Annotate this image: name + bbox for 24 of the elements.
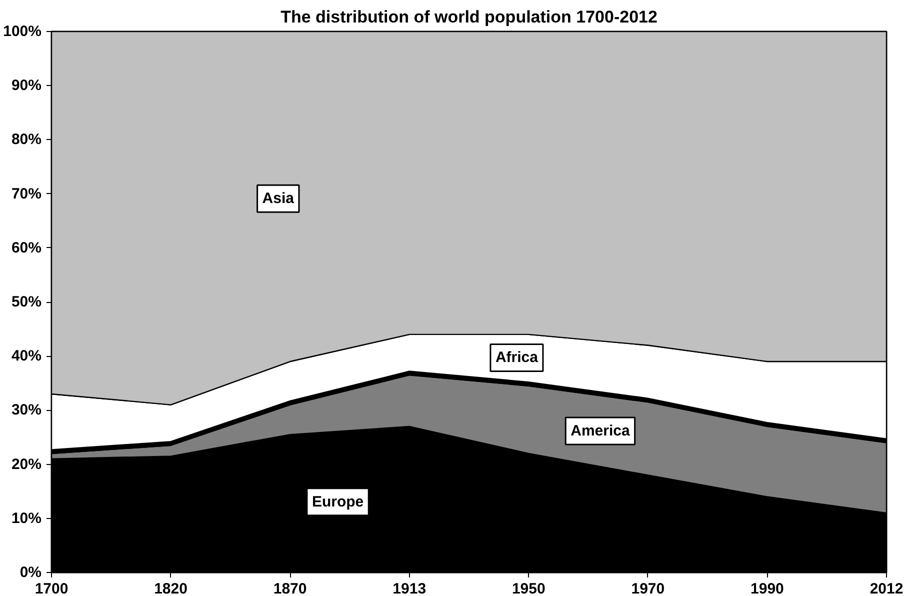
chart-title: The distribution of world population 1700-2012 (280, 8, 658, 26)
y-tick-label: 30% (11, 402, 42, 419)
x-tick-label: 1820 (154, 580, 188, 596)
x-tick-label: 2012 (870, 580, 904, 596)
y-tick-label: 100% (3, 23, 42, 40)
x-tick-label: 1970 (631, 580, 665, 596)
series-label: Africa (495, 349, 539, 366)
y-tick-label: 10% (11, 510, 42, 527)
x-tick-label: 1870 (273, 580, 307, 596)
y-tick-label: 80% (11, 131, 42, 148)
x-tick-label: 1990 (750, 580, 784, 596)
series-label: Asia (262, 190, 295, 208)
y-tick-label: 20% (11, 456, 42, 473)
y-tick-label: 70% (11, 185, 42, 202)
y-tick-label: 90% (11, 77, 42, 94)
y-tick-label: 40% (11, 348, 42, 365)
y-tick-label: 60% (11, 239, 42, 256)
series-label: America (570, 422, 630, 440)
x-tick-label: 1700 (34, 580, 68, 596)
y-tick-label: 50% (11, 294, 42, 310)
x-tick-label: 1950 (512, 580, 546, 596)
x-tick-label: 1913 (392, 580, 426, 596)
series-label: Europe (312, 493, 364, 510)
y-tick-label: 0% (20, 564, 42, 581)
